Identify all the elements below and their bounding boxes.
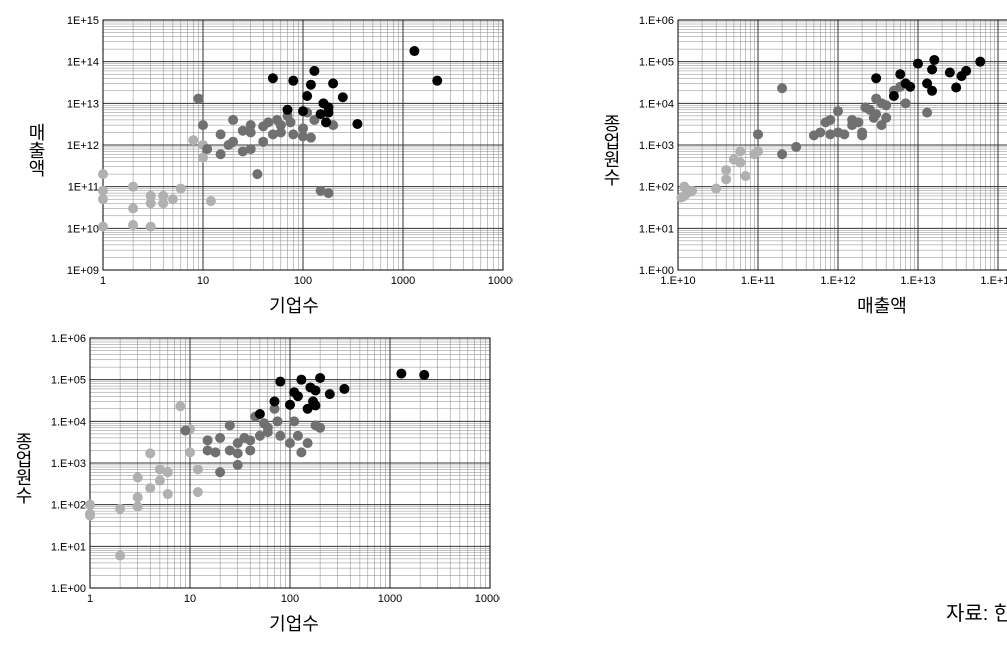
svg-text:1.E+00: 1.E+00 <box>51 583 86 595</box>
svg-text:1.E+14: 1.E+14 <box>980 275 1007 287</box>
svg-text:100: 100 <box>294 275 312 287</box>
chart2-ylabel: 종업원수 <box>598 114 624 186</box>
svg-text:1E+12: 1E+12 <box>67 140 99 152</box>
svg-text:1E+13: 1E+13 <box>67 98 99 110</box>
svg-text:1.E+06: 1.E+06 <box>51 333 86 345</box>
svg-text:1.E+02: 1.E+02 <box>51 500 86 512</box>
chart2-xlabel: 매출액 <box>857 292 907 318</box>
svg-text:1E+11: 1E+11 <box>68 182 99 194</box>
svg-text:1.E+12: 1.E+12 <box>820 275 855 287</box>
svg-text:10: 10 <box>184 593 196 605</box>
svg-text:1.E+06: 1.E+06 <box>639 15 674 27</box>
chart-companies-vs-revenue: 매출액 1101001000100001E+091E+101E+111E+121… <box>10 10 578 318</box>
svg-text:1.E+04: 1.E+04 <box>51 416 86 428</box>
svg-text:1: 1 <box>87 593 93 605</box>
svg-text:1.E+03: 1.E+03 <box>51 458 86 470</box>
svg-text:1.E+00: 1.E+00 <box>639 265 674 277</box>
svg-text:1000: 1000 <box>391 275 415 287</box>
svg-text:1E+15: 1E+15 <box>67 15 99 27</box>
svg-text:1.E+01: 1.E+01 <box>51 541 86 553</box>
chart3-plot: 1 10 100 1000 10000 1.E+00 1.E+01 1.E+02 1.E+03 1… <box>40 328 500 608</box>
svg-text:10000: 10000 <box>488 275 513 287</box>
chart-revenue-vs-employees: 종업원수 1.E+101.E+111.E+121.E+131.E+141.E+1… <box>598 10 1007 318</box>
chart2-plot: 1.E+101.E+111.E+121.E+131.E+141.E+151.E+… <box>628 10 1007 290</box>
svg-text:1E+10: 1E+10 <box>67 223 99 235</box>
svg-text:1.E+01: 1.E+01 <box>639 223 674 235</box>
chart3-ylabel: 종업원수 <box>10 432 36 504</box>
svg-text:1E+14: 1E+14 <box>67 57 99 69</box>
svg-text:1.E+03: 1.E+03 <box>639 140 674 152</box>
chart1-plot: 1 10 100 1000 10000 1E+09 1E+10 1E+11 1E+12 1E+13… <box>53 10 513 290</box>
chart3-xlabel: 기업수 <box>269 610 319 636</box>
svg-text:100: 100 <box>281 593 299 605</box>
svg-text:1000: 1000 <box>378 593 402 605</box>
svg-text:1.E+02: 1.E+02 <box>639 182 674 194</box>
svg-text:10000: 10000 <box>475 593 500 605</box>
svg-text:10: 10 <box>197 275 209 287</box>
svg-text:1.E+05: 1.E+05 <box>639 57 674 69</box>
svg-text:1.E+11: 1.E+11 <box>741 275 775 287</box>
chart-companies-vs-employees: 종업원수 1 10 100 1000 10000 1.E+00 1.E+01 1.E+02 1.… <box>10 328 578 636</box>
chart1-ylabel: 매출액 <box>23 123 49 177</box>
svg-text:1.E+05: 1.E+05 <box>51 375 86 387</box>
svg-text:1.E+13: 1.E+13 <box>900 275 935 287</box>
svg-text:1: 1 <box>100 275 106 287</box>
svg-text:1E+09: 1E+09 <box>67 265 99 277</box>
source-attribution: 자료: 한국신용평가(주) <box>946 597 1007 636</box>
svg-text:1.E+04: 1.E+04 <box>639 98 674 110</box>
chart1-xlabel: 기업수 <box>269 292 319 318</box>
